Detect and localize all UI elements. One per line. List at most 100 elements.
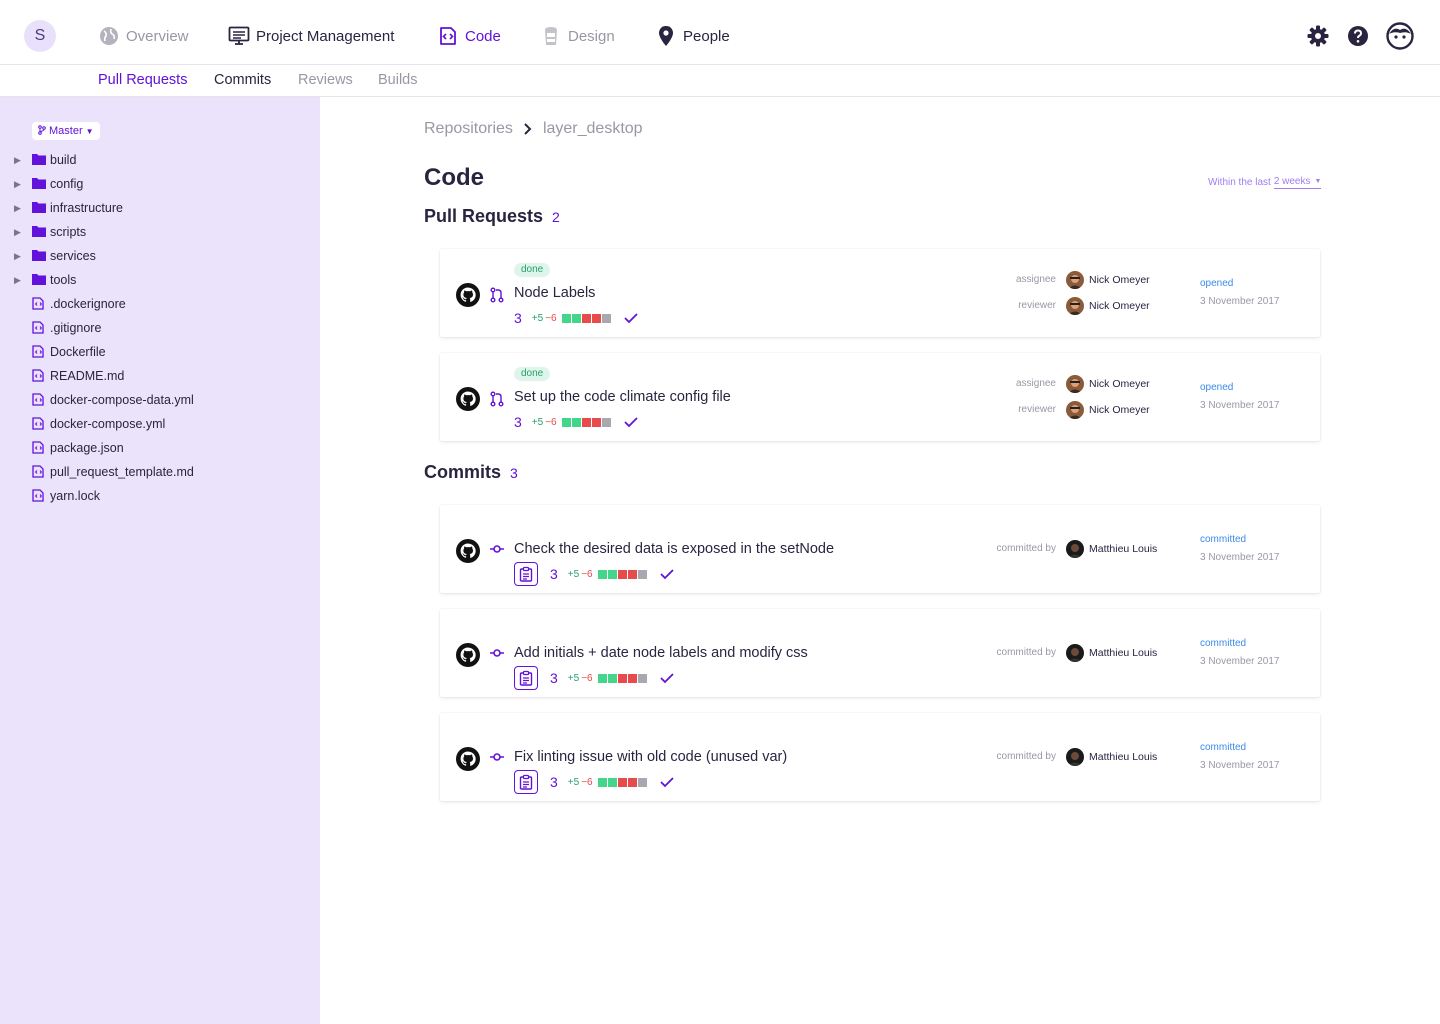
file-code-icon [32,345,46,359]
top-right-actions [1306,22,1414,50]
reviewer[interactable]: Nick Omeyer [1066,297,1150,315]
nav-design-label: Design [568,27,615,45]
breadcrumb-current: layer_desktop [542,120,643,137]
commit-title[interactable]: Fix linting issue with old code (unused … [514,749,788,765]
tree-file[interactable]: docker-compose-data.yml [0,388,320,412]
tree-folder[interactable]: ▶ config [0,172,320,196]
file-code-icon [32,393,46,407]
commit-icon [490,749,504,765]
commit-card[interactable]: Add initials + date node labels and modi… [440,609,1320,697]
folder-name: tools [50,273,77,287]
expand-arrow-icon[interactable]: ▶ [14,202,21,213]
comment-count: 3 [514,414,522,430]
expand-arrow-icon[interactable]: ▶ [14,226,21,237]
chevron-down-icon: ▼ [85,126,94,136]
assignee[interactable]: Nick Omeyer [1066,271,1150,289]
branch-selector[interactable]: Master ▼ [32,122,100,140]
tree-file[interactable]: yarn.lock [0,484,320,508]
expand-arrow-icon[interactable]: ▶ [14,274,21,285]
additions: +5 [567,776,580,788]
tree-file[interactable]: .dockerignore [0,292,320,316]
expand-arrow-icon[interactable]: ▶ [14,250,21,261]
github-icon [456,643,480,667]
tree-file[interactable]: README.md [0,364,320,388]
nav-overview[interactable]: Overview [98,24,189,48]
committer[interactable]: Matthieu Louis [1066,644,1157,662]
tree-file[interactable]: docker-compose.yml [0,412,320,436]
reviewer-label: reviewer [1018,404,1056,415]
status-badge: done [514,263,551,277]
tree-file[interactable]: Dockerfile [0,340,320,364]
tree-folder[interactable]: ▶ build [0,148,320,172]
pull-request-title[interactable]: Node Labels [514,285,596,301]
avatar [1066,748,1084,766]
tree-folder[interactable]: ▶ infrastructure [0,196,320,220]
user-face-icon[interactable] [1386,22,1414,50]
file-code-icon [32,417,46,431]
pull-request-title[interactable]: Set up the code climate config file [514,389,731,405]
time-filter-prefix: Within the last [1208,177,1271,188]
nav-design[interactable]: Design [540,24,615,48]
avatar [1066,644,1084,662]
file-tree: ▶ build ▶ config ▶ infrastructure ▶ scripts … [0,148,320,508]
change-stats: 3 +5 −6 [514,413,638,431]
github-icon [456,539,480,563]
tree-folder[interactable]: ▶ tools [0,268,320,292]
folder-icon [32,201,46,215]
file-name: pull_request_template.md [50,465,194,479]
commit-title[interactable]: Add initials + date node labels and modi… [514,645,808,661]
clipboard-icon[interactable] [514,770,538,794]
change-stats: 3 +5 −6 [514,770,674,794]
reviewer-label: reviewer [1018,300,1056,311]
reviewer[interactable]: Nick Omeyer [1066,401,1150,419]
time-filter-select[interactable]: 2 weeks ▼ [1273,176,1322,189]
additions: +5 [531,416,544,428]
nav-people[interactable]: People [655,24,730,48]
tree-folder[interactable]: ▶ services [0,244,320,268]
deletions: −6 [545,312,557,324]
tree-folder[interactable]: ▶ scripts [0,220,320,244]
tree-file[interactable]: .gitignore [0,316,320,340]
clipboard-icon[interactable] [514,666,538,690]
sub-navigation: Pull Requests Commits Reviews Builds [0,65,1440,97]
committed-by-label: committed by [996,647,1056,658]
committer[interactable]: Matthieu Louis [1066,540,1157,558]
pull-request-icon [490,287,504,303]
expand-arrow-icon[interactable]: ▶ [14,178,21,189]
nav-project-management[interactable]: Project Management [228,24,394,48]
breadcrumb-repositories[interactable]: Repositories [424,120,513,137]
tab-pull-requests[interactable]: Pull Requests [98,72,188,88]
change-stats: 3 +5 −6 [514,666,674,690]
pull-request-card[interactable]: done Set up the code climate config file… [440,353,1320,441]
commit-status: committed [1200,534,1247,545]
check-icon [659,672,674,684]
workspace-avatar[interactable]: S [24,20,56,52]
expand-arrow-icon[interactable]: ▶ [14,154,21,165]
clipboard-icon[interactable] [514,562,538,586]
tree-file[interactable]: package.json [0,436,320,460]
pull-request-card[interactable]: done Node Labels 3 +5 −6 assignee Nick O… [440,249,1320,337]
tab-builds[interactable]: Builds [378,72,418,88]
nav-overview-label: Overview [126,27,189,45]
assignee[interactable]: Nick Omeyer [1066,375,1150,393]
file-name: Dockerfile [50,345,106,359]
file-code-icon [32,369,46,383]
file-code-icon [32,465,46,479]
workspace-initial: S [34,27,46,44]
nav-code[interactable]: Code [437,24,501,48]
deletions: −6 [581,672,593,684]
comment-count: 3 [550,670,558,686]
commit-date: 3 November 2017 [1200,760,1280,771]
commit-card[interactable]: Fix linting issue with old code (unused … [440,713,1320,801]
time-filter-value: 2 weeks [1273,176,1311,187]
tab-commits[interactable]: Commits [214,72,272,88]
help-icon[interactable] [1346,24,1370,48]
tree-file[interactable]: pull_request_template.md [0,460,320,484]
tab-reviews[interactable]: Reviews [298,72,353,88]
code-icon [437,25,459,47]
avatar [1066,401,1084,419]
committer[interactable]: Matthieu Louis [1066,748,1157,766]
commit-card[interactable]: Check the desired data is exposed in the… [440,505,1320,593]
gear-icon[interactable] [1306,24,1330,48]
commit-title[interactable]: Check the desired data is exposed in the… [514,541,835,557]
